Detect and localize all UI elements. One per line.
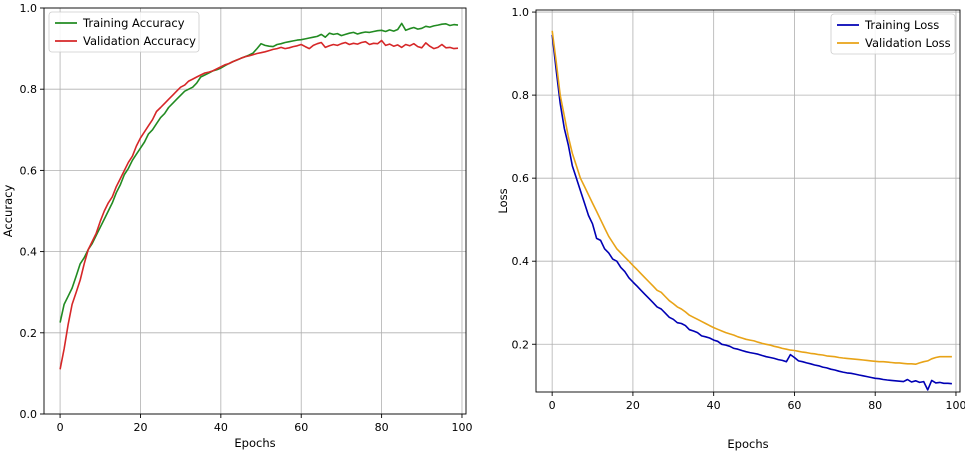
x-tick-label: 100 [945,399,965,412]
x-tick-label: 80 [868,399,882,412]
x-tick-label: 0 [549,399,556,412]
y-tick-label: 0.6 [20,164,38,177]
y-axis-label: Loss [496,188,510,213]
y-tick-label: 0.4 [20,246,38,259]
x-tick-label: 60 [787,399,801,412]
series-line-validation-loss [551,30,952,366]
x-tick-label: 20 [133,421,147,434]
plot-frame [43,7,467,415]
legend: Training Loss Validation Loss [830,13,956,55]
x-tick-label: 0 [57,421,64,434]
y-tick-label: 0.2 [512,338,530,351]
x-tick-label: 40 [707,399,721,412]
x-tick-label: 20 [626,399,640,412]
chart-panel-2: 0 20 40 60 80 100 0.2 0.4 0.6 0.8 1.0 Epochs Loss Tra… [496,6,965,451]
x-axis-label: Epochs [234,436,275,450]
legend-label: Validation Loss [865,36,951,50]
legend-label: Validation Accuracy [83,34,196,48]
series-line-training-loss [551,34,952,391]
legend-label: Training Accuracy [82,16,185,30]
series-line-validation-accuracy [59,39,459,370]
y-tick-label: 0.2 [20,327,38,340]
chart-panel-1: 0 20 40 60 80 100 0.0 0.2 0.4 0.6 0.8 1.0 Epochs Accu… [1,2,472,450]
legend: Training Accuracy Validation Accuracy [48,11,200,53]
y-tick-label: 0.8 [20,83,38,96]
y-tick-label: 0.6 [512,172,530,185]
y-tick-label: 0.0 [20,408,38,421]
legend-box [48,11,200,53]
legend-label: Training Loss [864,18,939,32]
x-tick-label: 40 [214,421,228,434]
legend-box [830,13,956,55]
x-tick-label: 100 [451,421,472,434]
y-axis-label: Accuracy [1,185,15,238]
series-line-training-accuracy [59,22,459,323]
plot-frame [535,9,961,393]
y-tick-label: 1.0 [20,2,38,15]
x-tick-label: 80 [375,421,389,434]
x-tick-label: 60 [294,421,308,434]
y-tick-label: 1.0 [512,6,530,19]
y-tick-label: 0.8 [512,89,530,102]
x-axis-label: Epochs [727,437,768,451]
y-tick-label: 0.4 [512,255,530,268]
